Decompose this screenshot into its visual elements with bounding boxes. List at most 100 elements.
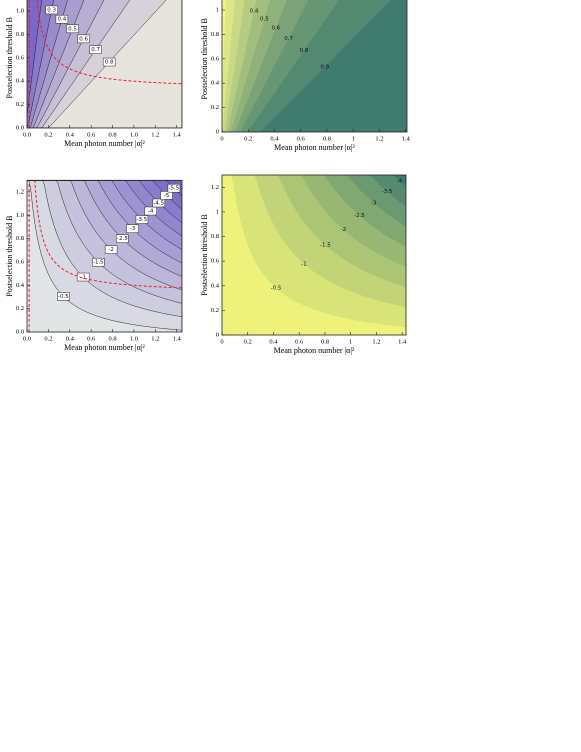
contour-label: -0.5 (58, 294, 69, 300)
y-axis-label: Postselection threshold B (200, 18, 209, 99)
y-tick-label: 0 (216, 128, 219, 135)
x-tick-label: 0 (220, 338, 223, 345)
y-tick-label: 0.8 (211, 31, 219, 38)
y-tick-label: 1 (216, 6, 219, 13)
y-tick-label: 0.6 (16, 258, 25, 265)
x-tick-label: 0.6 (295, 338, 304, 345)
y-tick-label: 1.0 (16, 212, 24, 219)
contour-label: -2 (108, 247, 113, 253)
x-tick-label: 1.4 (402, 135, 411, 142)
contour-label: 0.7 (284, 36, 293, 42)
x-tick-label: 1.2 (151, 131, 159, 138)
y-tick-label: 0.6 (211, 55, 220, 62)
contour-band (222, 175, 406, 247)
contour-label-box (55, 14, 69, 24)
x-tick-label: 1.2 (151, 335, 159, 342)
contour-band (222, 175, 406, 227)
contour-label: -1.5 (320, 243, 331, 249)
x-tick-label: 0.4 (269, 338, 278, 345)
y-tick-label: 1.2 (211, 184, 219, 191)
contour-label: 0.6 (271, 26, 280, 32)
x-tick-label: 0.2 (44, 131, 52, 138)
y-tick-label: 0.2 (16, 101, 24, 108)
contour-panel: -0.5 -1 -1.5 -2 -2.5-3-3.5-4 -4.5-5-5.5 0.0 0.2… (5, 179, 183, 352)
x-tick-label: 1 (352, 135, 355, 142)
y-tick-label: 0.2 (16, 305, 24, 312)
contour-label: -4 (148, 209, 154, 215)
plot-area: 0.40.50.6 0.7 0.8 0.9 (222, 0, 407, 132)
contour-label: -1 (80, 275, 85, 281)
y-tick-label: 0 (216, 331, 219, 338)
contour-label-box (116, 234, 129, 243)
x-axis-label: Mean photon number |α|² (274, 143, 355, 152)
contour-label: 0.3 (47, 7, 56, 13)
plot-area: -0.5 -1 -1.5 -2 -2.5 -3 -3.5 -4 (222, 175, 406, 335)
x-axis-label: Mean photon number |α|² (274, 346, 355, 355)
contour-label: 0.5 (260, 17, 269, 23)
plot-area: 0.30.40.50.60.7 0.8 (27, 0, 182, 128)
contour-label: -3.5 (137, 217, 148, 223)
x-tick-label: 1 (349, 338, 352, 345)
contour-label: 0.6 (79, 36, 88, 42)
contour-label-box (102, 57, 116, 67)
y-tick-label: 0.8 (16, 235, 24, 242)
contour-label-box (57, 292, 70, 301)
contour-label: 0.8 (300, 48, 309, 54)
x-tick-label: 0.6 (297, 135, 306, 142)
contour-label-box (92, 257, 105, 267)
threshold-curve (36, 0, 182, 85)
contour-label: -3.5 (382, 189, 393, 195)
contour-label: 0.4 (250, 8, 259, 14)
x-tick-label: 0.8 (323, 135, 331, 142)
contour-label: -2.5 (117, 236, 128, 242)
y-tick-label: 0.2 (211, 307, 219, 314)
contour-label: -4.5 (153, 200, 164, 206)
y-tick-label: 1.2 (16, 188, 24, 195)
contour-label-box (160, 191, 173, 200)
y-tick-label: 1.0 (16, 7, 24, 14)
contour-label-box (76, 272, 90, 282)
contour-panel: -0.5 -1 -1.5 -2 -2.5 -3 -3.5 -4 0 0.2 0.4 0.6 0.8 1 1.… (200, 174, 407, 355)
x-tick-label: 1.0 (130, 131, 138, 138)
y-tick-label: 0.4 (16, 282, 25, 289)
contour-label-box (126, 224, 139, 233)
x-tick-label: 1.4 (173, 131, 182, 138)
contour-label: -5 (164, 193, 170, 199)
y-axis-label: Postselection threshold B (5, 215, 14, 296)
contour-band (259, 0, 407, 132)
x-tick-label: 0.8 (108, 335, 116, 342)
x-tick-label: 0.2 (244, 135, 252, 142)
contour-label-box (45, 5, 58, 15)
x-tick-label: 1.4 (173, 335, 182, 342)
x-tick-label: 0.6 (87, 335, 96, 342)
y-tick-label: 0.8 (16, 31, 24, 38)
x-tick-label: 0 (220, 135, 223, 142)
x-tick-label: 0.2 (244, 338, 252, 345)
contour-label: -2.5 (354, 213, 365, 219)
y-tick-label: 0.8 (211, 233, 219, 240)
y-tick-label: 0.4 (211, 282, 220, 289)
contour-label-box (104, 245, 118, 254)
contour-label: -3 (130, 226, 136, 232)
y-tick-label: 0.0 (16, 328, 24, 335)
x-tick-label: 0.8 (321, 338, 329, 345)
x-tick-label: 0.2 (44, 335, 52, 342)
y-tick-label: 0.6 (211, 258, 220, 265)
x-axis-label: Mean photon number |α|² (64, 343, 145, 352)
x-tick-label: 1.0 (130, 335, 138, 342)
x-tick-label: 0.0 (23, 131, 31, 138)
contour-label: 0.7 (91, 47, 100, 53)
x-tick-label: 0.6 (87, 131, 96, 138)
contour-label: -5.5 (169, 186, 180, 192)
x-tick-label: 1.4 (398, 338, 407, 345)
x-tick-label: 1.2 (375, 135, 383, 142)
contour-label: -0.5 (271, 286, 282, 292)
contour-label: 0.5 (68, 26, 77, 32)
contour-panel: 0.40.50.60.70.80.90 0.2 0.4 0.6 0.8 1 1.2 1.400… (200, 0, 411, 152)
y-tick-label: 0.6 (16, 54, 25, 61)
x-tick-label: 0.4 (270, 135, 279, 142)
y-tick-label: 0.4 (211, 80, 220, 87)
x-tick-label: 0.0 (23, 335, 31, 342)
contour-label: -3 (371, 201, 377, 207)
